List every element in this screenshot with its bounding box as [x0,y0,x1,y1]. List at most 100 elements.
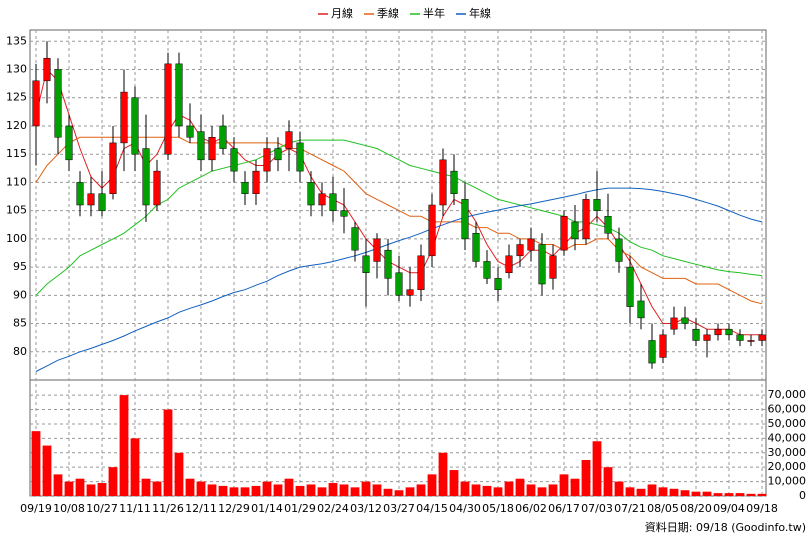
x-tick-label: 07/21 [614,502,646,515]
candle-body [714,328,722,336]
x-tick-label: 07/03 [581,502,613,515]
volume-bar [515,478,525,496]
candle-body [428,204,436,257]
x-tick-label: 10/27 [86,502,118,515]
volume-bar [526,484,536,496]
candle-body [494,278,502,290]
volume-bar [702,491,712,496]
candle-body [461,199,469,240]
candle-body [274,148,282,161]
candle-body [527,238,535,251]
candle-body [593,199,601,211]
legend-label: 季線 [377,6,399,20]
volume-bar [86,484,96,496]
volume-bar [559,474,569,496]
candle-body [538,244,546,285]
volume-tick-label: 0 [799,489,806,502]
volume-bar [449,470,459,496]
y-tick-label: 130 [6,63,27,76]
candle-body [483,261,491,279]
volume-bar [471,484,481,496]
candle-body [175,63,183,127]
volume-bar [493,487,503,496]
candle-body [43,57,51,82]
legend-label: 年線 [469,6,491,20]
volume-bar [141,478,151,496]
volume-bar [273,484,283,496]
y-tick-label: 135 [6,34,27,47]
x-tick-label: 11/11 [119,502,151,515]
volume-bar [196,481,206,496]
y-tick-label: 110 [6,175,27,188]
ma-line [35,187,763,372]
volume-bar [724,493,734,496]
volume-bar [229,487,239,496]
volume-bar [53,474,63,496]
volume-bar [240,487,250,496]
volume-bar [31,431,41,496]
candle-body [307,182,315,206]
candle-body [725,328,733,336]
volume-bar [658,487,668,496]
candle-body [318,193,326,206]
candle-body [395,272,403,296]
x-tick-label: 08/20 [680,502,712,515]
volume-bar [416,484,426,496]
candle-body [648,340,656,364]
volume-bar [75,478,85,496]
x-tick-label: 12/29 [218,502,250,515]
candle-body [516,244,524,257]
x-tick-label: 04/15 [416,502,448,515]
volume-bar [306,484,316,496]
volume-tick-label: 40,000 [768,431,807,444]
x-tick-label: 09/19 [20,502,52,515]
candle-body [560,216,568,251]
y-tick-label: 80 [13,345,27,358]
volume-bar [251,485,261,496]
footnote: 資料日期: 09/18 (Goodinfo.tw) [645,520,806,534]
x-tick-label: 03/12 [350,502,382,515]
volume-bar [372,484,382,496]
candle-body [219,125,227,149]
candle-body [747,340,755,342]
y-tick-label: 120 [6,119,27,132]
volume-bar [174,452,184,496]
volume-bar [42,445,52,496]
x-tick-label: 11/26 [152,502,184,515]
candle-body [285,131,293,149]
x-tick-label: 10/08 [53,502,85,515]
volume-bar [130,438,140,496]
volume-bar [581,459,591,496]
x-tick-label: 06/17 [548,502,580,515]
plot-frame [29,29,767,497]
volume-tick-label: 10,000 [768,475,807,488]
volume-bar [537,487,547,496]
volume-bar [438,452,448,496]
candle-body [241,182,249,194]
legend-label: 半年 [423,6,445,20]
candle-body [54,69,62,138]
candle-body [637,300,645,319]
candle-body [87,193,95,206]
volume-bar [405,487,415,496]
candle-body [164,63,172,155]
volume-tick-label: 70,000 [768,388,807,401]
candle-body [186,125,194,138]
volume-bar [504,481,514,496]
candle-body [681,317,689,324]
candle-body [384,249,392,279]
volume-bar [427,474,437,496]
volume-bar [361,481,371,496]
volume-bar [163,409,173,496]
x-tick-label: 08/05 [647,502,679,515]
candle-body [197,131,205,161]
candle-body [604,216,612,234]
legend-label: 月線 [331,6,353,20]
volume-bar [97,483,107,496]
candle-body [329,193,337,211]
volume-bar [383,488,393,496]
volume-bar [284,478,294,496]
candle-body [340,210,348,217]
volume-bar [746,493,756,496]
candle-body [362,255,370,273]
